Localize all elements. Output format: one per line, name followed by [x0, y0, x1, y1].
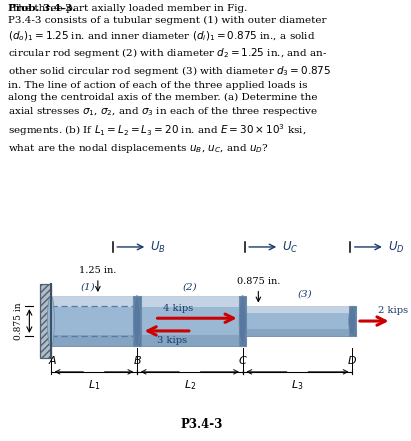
Text: 0.875 in.: 0.875 in.: [237, 277, 280, 286]
Polygon shape: [246, 329, 352, 336]
Text: Prob. 3.4-3.: Prob. 3.4-3.: [8, 4, 76, 13]
Ellipse shape: [239, 295, 246, 347]
Text: 4 kips: 4 kips: [163, 304, 193, 313]
Polygon shape: [239, 295, 246, 347]
Polygon shape: [51, 335, 137, 347]
Polygon shape: [51, 295, 137, 307]
Polygon shape: [141, 295, 242, 307]
Text: $C$: $C$: [238, 354, 247, 366]
Text: The three-part axially loaded member in Fig.
P3.4-3 consists of a tubular segmen: The three-part axially loaded member in …: [8, 4, 331, 155]
Text: 0.875 in: 0.875 in: [14, 302, 23, 340]
Text: $U_C$: $U_C$: [282, 239, 298, 254]
Text: 2 kips: 2 kips: [378, 306, 409, 315]
Text: $U_B$: $U_B$: [150, 239, 166, 254]
Text: $L_2$: $L_2$: [184, 378, 196, 392]
Text: $L_1$: $L_1$: [88, 378, 100, 392]
Text: (2): (2): [182, 282, 197, 292]
Text: $D$: $D$: [347, 354, 357, 366]
Polygon shape: [40, 284, 51, 358]
Ellipse shape: [134, 295, 141, 347]
Text: $U_D$: $U_D$: [388, 239, 404, 254]
Ellipse shape: [47, 295, 54, 347]
Text: $A$: $A$: [48, 354, 58, 366]
Text: (3): (3): [298, 289, 313, 299]
Ellipse shape: [349, 306, 356, 336]
Polygon shape: [51, 295, 137, 347]
Polygon shape: [134, 295, 141, 347]
Text: P3.4-3: P3.4-3: [180, 418, 223, 431]
Polygon shape: [349, 306, 356, 336]
Polygon shape: [141, 295, 242, 347]
Text: $L_3$: $L_3$: [291, 378, 304, 392]
Text: 1.25 in.: 1.25 in.: [79, 266, 117, 275]
Text: (1): (1): [81, 282, 95, 292]
Polygon shape: [246, 306, 352, 336]
Polygon shape: [246, 306, 352, 313]
Polygon shape: [141, 335, 242, 347]
Text: 3 kips: 3 kips: [157, 336, 187, 345]
Text: $B$: $B$: [132, 354, 141, 366]
